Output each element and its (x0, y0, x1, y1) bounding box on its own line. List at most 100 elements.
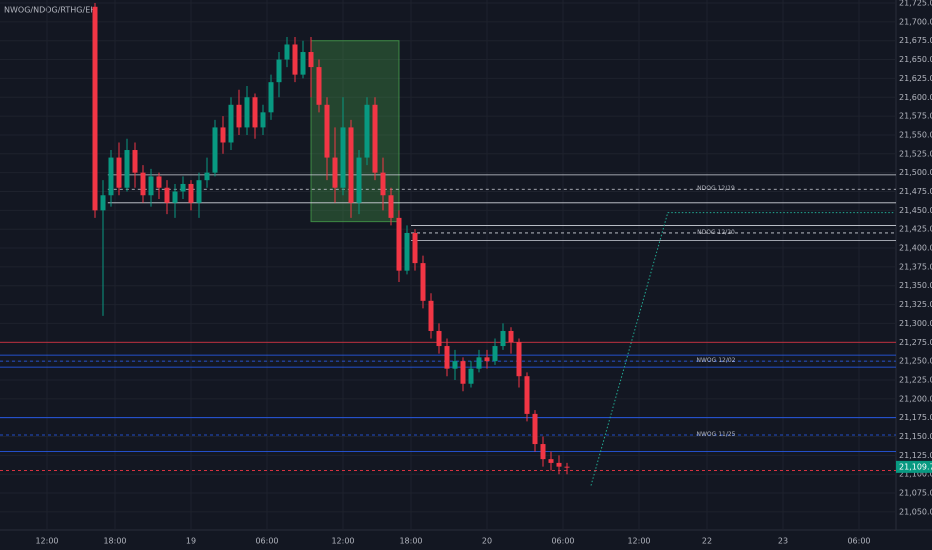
y-tick-label: 21,500.00 (899, 168, 932, 177)
y-tick-label: 21,075.00 (899, 489, 932, 498)
candle-body (484, 357, 490, 362)
candle-body (388, 195, 394, 218)
x-tick-label: 12:00 (35, 537, 58, 546)
candle-body (548, 459, 554, 463)
y-tick-label: 21,400.00 (899, 244, 932, 253)
candle-body (380, 172, 386, 196)
candle-body (524, 376, 530, 414)
candle-body (420, 263, 426, 301)
candle-body (292, 44, 298, 75)
projection-line (590, 212, 895, 486)
y-tick-label: 21,575.00 (899, 112, 932, 121)
candle-body (404, 232, 410, 271)
x-tick-label: 12:00 (627, 537, 650, 546)
y-tick-label: 21,150.00 (899, 432, 932, 441)
y-tick-label: 21,650.00 (899, 55, 932, 64)
candle-body (236, 104, 242, 128)
x-tick-label: 19 (186, 537, 196, 546)
candle-body (460, 361, 466, 384)
candle-body (396, 217, 402, 271)
candle-body (188, 183, 194, 203)
x-tick-label: 18:00 (103, 537, 126, 546)
y-tick-label: 21,675.00 (899, 36, 932, 45)
candle-body (356, 157, 362, 203)
candle-body (300, 52, 306, 75)
y-tick-label: 21,350.00 (899, 281, 932, 290)
y-tick-label: 21,450.00 (899, 206, 932, 215)
level-label: NDOG 12/19 (697, 185, 735, 192)
candle-body (228, 104, 234, 143)
candle-body (468, 368, 474, 384)
x-tick-label: 23 (778, 537, 788, 546)
candle-body (172, 191, 178, 203)
candle-body (500, 330, 506, 347)
candle-body (556, 462, 562, 467)
candle-body (508, 330, 514, 343)
x-tick-label: 06:00 (551, 537, 574, 546)
candle-body (284, 44, 290, 60)
y-tick-label: 21,375.00 (899, 262, 932, 271)
candle-body (140, 172, 146, 196)
candle-body (196, 180, 202, 203)
candle-body (372, 104, 378, 173)
level-label: NDOG 12/20 (697, 229, 735, 236)
candle-body (532, 413, 538, 445)
x-tick-label: 12:00 (331, 537, 354, 546)
y-tick-label: 21,475.00 (899, 187, 932, 196)
candle-body (540, 444, 546, 460)
y-tick-label: 21,525.00 (899, 149, 932, 158)
candle-body (476, 357, 482, 369)
x-tick-label: 22 (702, 537, 712, 546)
candle-body (332, 157, 338, 188)
y-tick-label: 21,250.00 (899, 357, 932, 366)
candle-body (364, 104, 370, 158)
candle-body (348, 127, 354, 203)
candle-body (324, 104, 330, 158)
y-tick-label: 21,050.00 (899, 507, 932, 516)
candle-body (100, 195, 106, 211)
candle-body (116, 157, 122, 188)
candle-body (308, 52, 314, 68)
candle-body (516, 342, 522, 377)
candle-body (268, 82, 274, 113)
y-tick-label: 21,175.00 (899, 413, 932, 422)
candle-body (220, 127, 226, 143)
y-tick-label: 21,700.00 (899, 17, 932, 26)
y-tick-label: 21,325.00 (899, 300, 932, 309)
candle-body (132, 150, 138, 173)
candle-body (148, 176, 154, 196)
y-tick-label: 21,425.00 (899, 225, 932, 234)
candle-body (212, 127, 218, 173)
last-price-tag (896, 460, 932, 473)
candle-body (340, 127, 346, 188)
candle-body (492, 346, 498, 362)
y-tick-label: 21,125.00 (899, 451, 932, 460)
x-tick-label: 06:00 (847, 537, 870, 546)
y-tick-label: 21,200.00 (899, 394, 932, 403)
candle-body (180, 183, 186, 192)
y-tick-label: 21,625.00 (899, 74, 932, 83)
y-tick-label: 21,725.00 (899, 0, 932, 8)
candle-body (244, 97, 250, 128)
y-tick-label: 21,600.00 (899, 93, 932, 102)
y-tick-label: 21,550.00 (899, 130, 932, 139)
y-tick-label: 21,300.00 (899, 319, 932, 328)
x-tick-label: 20 (482, 537, 492, 546)
y-tick-label: 21,225.00 (899, 375, 932, 384)
candle-body (92, 6, 98, 211)
candle-body (124, 150, 130, 188)
candle-body (108, 157, 114, 196)
level-label: NWOG 11/25 (697, 431, 736, 438)
candle-body (156, 176, 162, 188)
candle-body (412, 232, 418, 264)
x-tick-label: 06:00 (255, 537, 278, 546)
candle-body (436, 330, 442, 347)
candle-body (564, 466, 570, 468)
candle-body (444, 346, 450, 369)
chart-title: NWOG/NDOG/RTHG/EH (4, 6, 96, 15)
range-box (310, 40, 400, 223)
candle-body (276, 59, 282, 83)
candle-body (316, 67, 322, 105)
y-tick-label: 21,100.00 (899, 470, 932, 479)
